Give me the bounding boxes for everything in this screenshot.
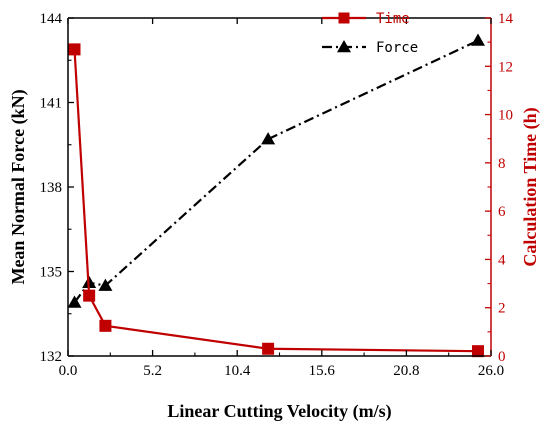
y-right-axis-title: Calculation Time (h) — [520, 107, 541, 266]
y-right-tick-label: 6 — [498, 204, 506, 220]
x-axis-title: Linear Cutting Velocity (m/s) — [167, 401, 391, 422]
y-left-axis-title: Mean Normal Force (kN) — [8, 89, 29, 284]
y-left-tick-label: 132 — [40, 349, 63, 365]
x-tick-label: 15.6 — [309, 363, 336, 379]
y-right-tick-label: 2 — [498, 301, 506, 317]
y-right-tick-label: 14 — [498, 11, 514, 27]
legend-marker-force — [337, 40, 351, 53]
y-left-tick-label: 144 — [40, 11, 63, 27]
force-marker — [470, 33, 485, 46]
x-tick-label: 5.2 — [143, 363, 162, 379]
force-series-line — [73, 39, 479, 304]
time-marker — [471, 345, 484, 358]
y-right-tick-label: 4 — [498, 252, 506, 268]
force-marker — [261, 132, 276, 145]
y-right-tick-label: 0 — [498, 349, 506, 365]
time-series-line — [73, 49, 478, 353]
x-tick-label: 0.0 — [59, 363, 78, 379]
y-right-tick-label: 10 — [498, 108, 513, 124]
legend-label-time: Time — [376, 11, 410, 27]
y-right-tick-label: 12 — [498, 59, 513, 75]
y-left-tick-label: 138 — [40, 180, 63, 196]
force-marker — [67, 295, 82, 308]
axes: 0.0 5.2 10.4 15.6 20.8 26.0 132 135 138 141 144 0 2 4… — [8, 11, 541, 422]
time-marker — [262, 342, 275, 355]
time-marker — [83, 289, 96, 302]
x-tick-label: 20.8 — [393, 363, 419, 379]
legend-label-force: Force — [376, 40, 418, 56]
legend: Time Force — [322, 11, 418, 56]
time-marker — [99, 319, 112, 332]
legend-marker-time — [338, 12, 350, 24]
x-tick-label: 26.0 — [478, 363, 504, 379]
force-marker — [98, 278, 113, 291]
plot-area — [67, 33, 485, 358]
y-left-tick-label: 141 — [40, 96, 63, 112]
y-right-tick-label: 8 — [498, 156, 506, 172]
y-left-tick-label: 135 — [40, 265, 63, 281]
time-marker — [68, 43, 81, 56]
x-tick-label: 10.4 — [224, 363, 251, 379]
